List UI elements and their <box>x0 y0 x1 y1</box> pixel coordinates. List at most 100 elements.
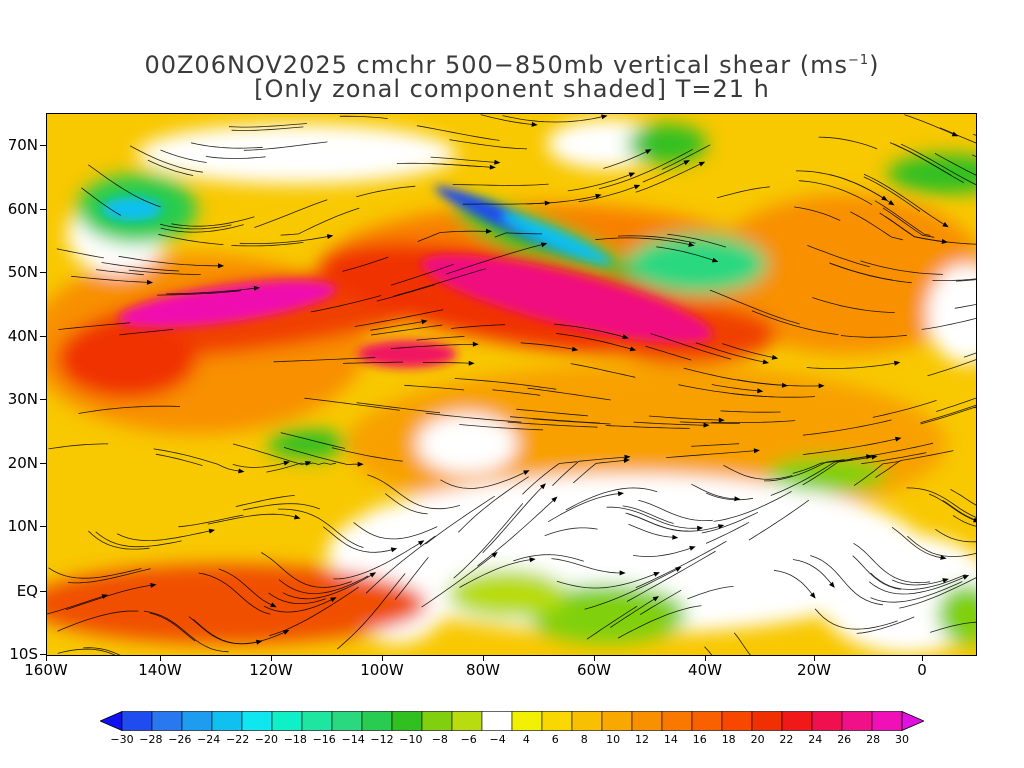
streamline-arrow <box>753 448 760 454</box>
streamline <box>635 163 702 193</box>
colorbar-label: −20 <box>254 733 278 746</box>
streamline <box>522 461 578 495</box>
colorbar-swatch <box>241 711 273 731</box>
lon-label-60w: 60W <box>577 661 611 679</box>
streamline <box>930 621 976 633</box>
streamline-arrow <box>491 552 498 558</box>
streamline <box>645 345 692 361</box>
colorbar-swatch <box>361 711 393 731</box>
streamline-arrow <box>540 242 548 248</box>
streamline <box>606 506 700 529</box>
streamline <box>278 575 369 595</box>
streamline <box>231 242 304 247</box>
streamline <box>950 489 976 506</box>
colorbar-label: 8 <box>580 733 588 746</box>
streamline-arrow <box>486 228 493 234</box>
streamline <box>158 233 224 245</box>
streamline <box>416 336 465 341</box>
streamline <box>502 115 604 123</box>
streamline-arrow <box>683 160 690 166</box>
streamline <box>705 492 754 501</box>
streamline <box>422 362 471 364</box>
streamline <box>935 528 976 543</box>
streamline <box>384 493 428 515</box>
streamline <box>720 410 781 413</box>
streamline <box>367 474 461 510</box>
colorbar-label: 10 <box>606 733 621 746</box>
streamline <box>554 323 626 338</box>
streamline <box>370 324 443 336</box>
streamline <box>814 608 898 630</box>
streamline <box>751 310 839 335</box>
streamline <box>633 547 693 557</box>
streamline <box>477 498 555 567</box>
streamline <box>492 389 541 396</box>
streamline-arrow <box>150 583 157 588</box>
colorbar-label: −16 <box>312 733 336 746</box>
streamline <box>449 139 528 150</box>
chart-title-line1: 00Z06NOV2025 cmchr 500−850mb vertical sh… <box>0 47 1024 79</box>
streamline-arrow <box>101 594 109 599</box>
streamline <box>921 317 976 330</box>
streamline <box>829 174 885 200</box>
streamline <box>792 559 833 586</box>
streamline <box>459 559 532 588</box>
streamline <box>462 202 547 205</box>
streamline <box>904 114 955 136</box>
streamline <box>763 459 845 482</box>
streamline <box>802 456 874 486</box>
streamline <box>239 235 330 244</box>
streamline <box>95 269 144 276</box>
streamline <box>232 443 308 466</box>
streamline-arrow <box>633 184 641 190</box>
colorbar-swatch <box>481 711 513 731</box>
colorbar-label: −30 <box>110 733 134 746</box>
lat-tick <box>40 209 46 210</box>
streamline <box>71 275 150 283</box>
lon-tick <box>382 656 383 661</box>
streamline <box>342 361 403 364</box>
streamline <box>556 573 657 589</box>
colorbar-label: 30 <box>895 733 909 746</box>
streamline-arrow <box>529 557 536 563</box>
streamline <box>390 263 454 286</box>
colorbar-swatch <box>451 711 483 731</box>
streamline <box>872 400 937 418</box>
streamline-arrow <box>283 460 290 466</box>
streamline-arrow <box>962 575 970 580</box>
streamline <box>687 586 734 600</box>
colorbar-swatch <box>781 711 813 731</box>
colorbar-swatch <box>181 711 213 731</box>
streamline <box>627 513 721 532</box>
streamline <box>417 230 489 242</box>
streamline-arrow <box>888 200 895 206</box>
streamline-arrow <box>652 596 659 602</box>
streamline-arrow <box>829 581 835 588</box>
streamline <box>551 558 622 574</box>
streamline-arrow <box>809 592 816 599</box>
streamline <box>942 500 976 521</box>
streamline <box>900 143 976 186</box>
streamline <box>353 522 438 540</box>
streamline-arrow <box>757 388 764 394</box>
streamline-arrow <box>472 341 479 347</box>
streamline-arrow <box>571 346 579 352</box>
lon-tick <box>483 656 484 661</box>
streamline-arrow <box>294 514 301 520</box>
streamline <box>899 577 976 609</box>
colorbar-label: −10 <box>399 733 423 746</box>
lon-label-20w: 20W <box>797 661 831 679</box>
streamline <box>773 569 814 596</box>
streamline-arrow <box>771 354 779 360</box>
streamline <box>129 145 203 173</box>
streamline <box>452 183 549 186</box>
streamline <box>356 402 441 414</box>
streamline <box>892 579 946 586</box>
streamline <box>280 207 360 236</box>
streamline <box>205 156 266 159</box>
lon-tick <box>46 656 47 661</box>
streamline-arrow <box>595 193 602 199</box>
streamline <box>642 161 687 183</box>
streamline <box>254 199 328 228</box>
streamline <box>868 576 966 595</box>
